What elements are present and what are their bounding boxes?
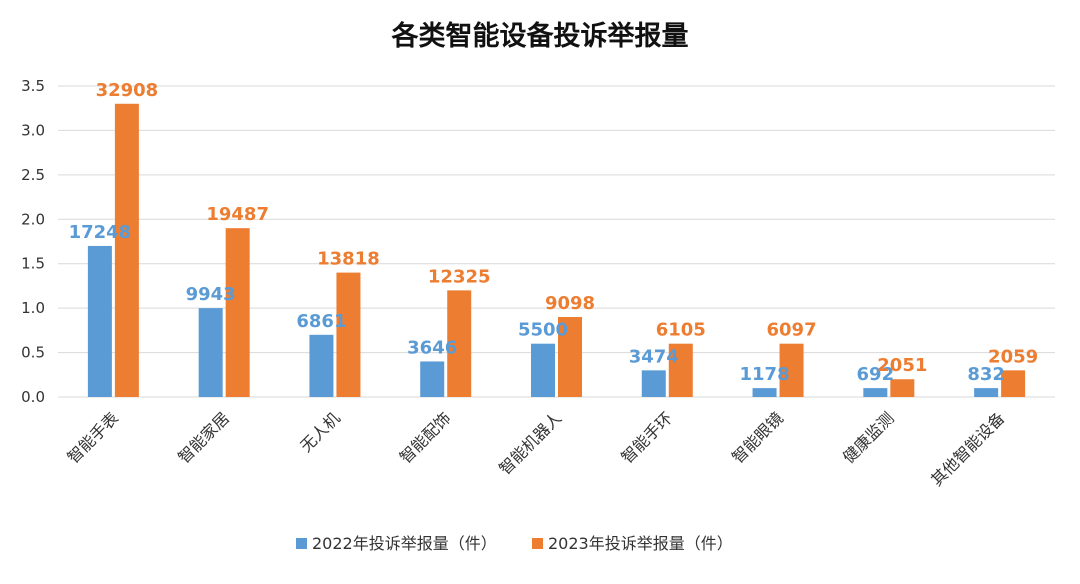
data-label: 19487 bbox=[206, 204, 269, 225]
data-label: 9943 bbox=[186, 284, 236, 305]
bar-2022 bbox=[531, 343, 555, 397]
bar-2023 bbox=[336, 272, 361, 397]
bar-2023 bbox=[225, 228, 250, 397]
bar-2023 bbox=[890, 379, 915, 397]
y-tick-label: 2.0 bbox=[21, 210, 45, 228]
data-label: 6097 bbox=[767, 320, 817, 341]
data-label: 3646 bbox=[407, 337, 457, 358]
legend-swatch bbox=[532, 538, 543, 549]
data-label: 832 bbox=[967, 364, 1005, 385]
data-label: 5500 bbox=[518, 320, 568, 341]
legend-label: 2023年投诉举报量（件） bbox=[548, 534, 733, 553]
x-tick-label: 智能配饰 bbox=[396, 408, 455, 467]
bar-2022 bbox=[974, 388, 999, 397]
bar-2023 bbox=[114, 103, 139, 398]
bar-2022 bbox=[752, 388, 777, 397]
data-label: 12325 bbox=[428, 266, 491, 287]
x-tick-label: 健康监测 bbox=[839, 408, 898, 467]
data-label: 9098 bbox=[545, 293, 595, 314]
data-label: 692 bbox=[857, 364, 895, 385]
bar-2022 bbox=[198, 308, 223, 397]
bar-2022 bbox=[641, 370, 666, 397]
y-tick-label: 0.5 bbox=[21, 344, 45, 362]
y-tick-label: 1.5 bbox=[21, 255, 45, 273]
x-tick-label: 无人机 bbox=[296, 408, 343, 455]
x-tick-label: 智能家居 bbox=[174, 408, 233, 467]
x-tick-label: 智能眼镜 bbox=[728, 408, 787, 467]
data-label: 1178 bbox=[740, 364, 790, 385]
x-axis-ticks: 智能手表 智能家居 无人机 智能配饰 智能机器人 智能手环 智能眼镜 健康监测 其他智能设备 bbox=[64, 408, 1009, 489]
y-tick-label: 1.0 bbox=[21, 299, 45, 317]
bar-2023 bbox=[558, 317, 582, 397]
x-tick-label: 智能手环 bbox=[617, 408, 676, 467]
y-axis-ticks: 0.0 0.5 1.0 1.5 2.0 2.5 3.0 3.5 bbox=[21, 77, 45, 406]
data-label: 2059 bbox=[988, 346, 1038, 367]
data-label: 6861 bbox=[296, 311, 346, 332]
data-label: 6105 bbox=[656, 320, 706, 341]
bar-2023 bbox=[779, 343, 804, 397]
y-tick-label: 0.0 bbox=[21, 388, 45, 406]
bar-2022 bbox=[87, 245, 112, 397]
bar-2022 bbox=[309, 334, 334, 397]
x-tick-label: 智能手表 bbox=[64, 408, 123, 467]
legend-swatch bbox=[296, 538, 307, 549]
bar-2022 bbox=[420, 361, 445, 397]
y-tick-label: 3.5 bbox=[21, 77, 45, 95]
bar-2023 bbox=[1001, 370, 1026, 397]
legend: 2022年投诉举报量（件） 2023年投诉举报量（件） bbox=[296, 534, 733, 553]
bar-2023 bbox=[668, 343, 693, 397]
x-tick-label: 智能机器人 bbox=[495, 408, 565, 478]
x-tick-label: 其他智能设备 bbox=[927, 408, 1008, 489]
chart-title: 各类智能设备投诉举报量 bbox=[391, 20, 689, 52]
data-label: 17248 bbox=[69, 222, 132, 243]
data-labels: 17248 32908 9943 19487 6861 13818 3646 12325 550… bbox=[69, 80, 1039, 385]
bars bbox=[87, 103, 1026, 398]
data-label: 2051 bbox=[877, 355, 927, 376]
y-tick-label: 3.0 bbox=[21, 121, 45, 139]
legend-label: 2022年投诉举报量（件） bbox=[312, 534, 497, 553]
data-label: 3474 bbox=[629, 346, 679, 367]
bar-2023 bbox=[447, 290, 472, 397]
data-label: 32908 bbox=[96, 80, 159, 101]
data-label: 13818 bbox=[317, 249, 380, 270]
gridlines bbox=[58, 85, 1055, 398]
y-tick-label: 2.5 bbox=[21, 166, 45, 184]
bar-2022 bbox=[863, 388, 888, 397]
